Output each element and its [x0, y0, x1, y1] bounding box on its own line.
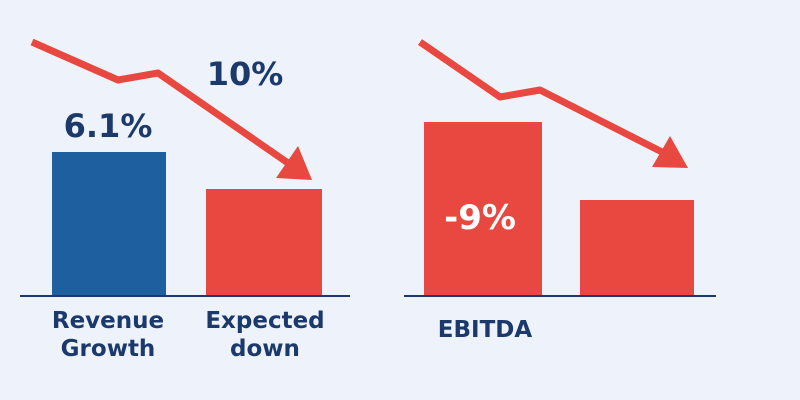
bar — [424, 122, 542, 295]
caption: Expected — [205, 308, 324, 334]
left-panel: 6.1% 10% Revenue Growth Expected down — [20, 38, 350, 362]
bar — [206, 189, 322, 295]
bar — [580, 200, 694, 295]
trend-arrow — [418, 39, 664, 156]
arrow-head — [652, 136, 688, 168]
caption: down — [230, 336, 300, 362]
right-panel: -9% EBITDA — [404, 39, 716, 343]
value-label: -9% — [444, 198, 516, 238]
bar — [52, 152, 166, 295]
caption: EBITDA — [438, 317, 533, 343]
arrow-head — [276, 146, 312, 180]
caption: Growth — [61, 336, 156, 362]
caption: Revenue — [52, 308, 164, 334]
value-label: 6.1% — [64, 107, 153, 145]
arrow-label: 10% — [207, 55, 284, 93]
trend-arrow — [30, 38, 290, 166]
